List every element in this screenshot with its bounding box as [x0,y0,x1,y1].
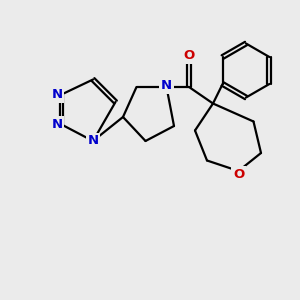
Text: O: O [183,49,195,62]
Text: N: N [87,134,99,148]
Text: O: O [233,167,244,181]
Text: N: N [51,88,63,101]
Text: N: N [161,79,172,92]
Text: N: N [51,118,63,131]
